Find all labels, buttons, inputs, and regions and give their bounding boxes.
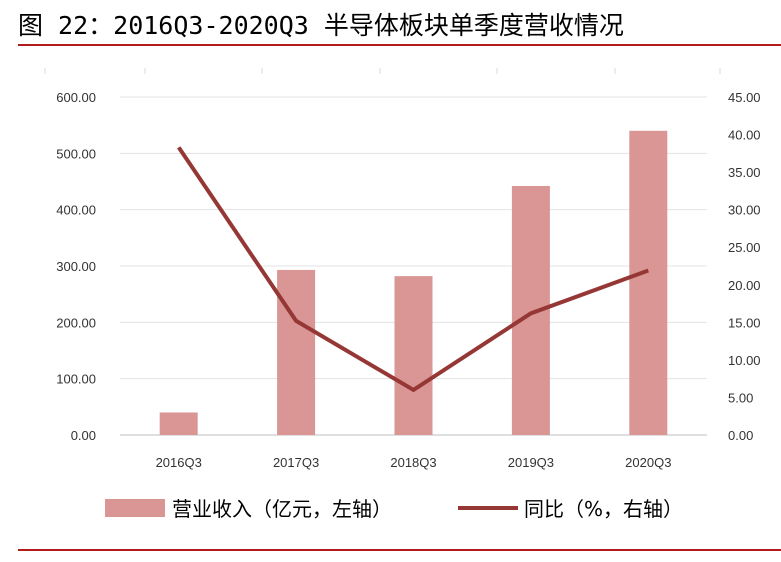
right-axis-tick-label: 10.00: [728, 353, 761, 368]
left-axis-tick-label: 0.00: [71, 428, 96, 443]
legend-label-revenue: 营业收入（亿元，左轴）: [172, 497, 392, 521]
x-axis-tick-label: 2017Q3: [273, 455, 319, 470]
x-axis-tick-label: 2018Q3: [390, 455, 436, 470]
x-axis-tick-label: 2020Q3: [625, 455, 671, 470]
left-axis-tick-label: 300.00: [56, 259, 96, 274]
right-axis-tick-label: 40.00: [728, 128, 761, 143]
right-axis-tick-label: 25.00: [728, 240, 761, 255]
x-axis-tick-label: 2016Q3: [156, 455, 202, 470]
bar-revenue: [394, 276, 433, 435]
left-axis-tick-label: 500.00: [56, 146, 96, 161]
right-axis-tick-label: 15.00: [728, 315, 761, 330]
legend-label-yoy: 同比（%，右轴）: [524, 497, 683, 521]
right-axis-tick-label: 0.00: [728, 428, 753, 443]
bar-revenue: [159, 412, 198, 435]
right-axis-tick-label: 20.00: [728, 278, 761, 293]
bar-revenue: [629, 130, 668, 436]
right-axis-tick-label: 35.00: [728, 165, 761, 180]
footer-rule: [18, 549, 781, 551]
right-axis-tick-label: 30.00: [728, 203, 761, 218]
line-yoy: [177, 146, 649, 393]
left-axis-tick-label: 200.00: [56, 315, 96, 330]
right-axis-tick-label: 5.00: [728, 390, 753, 405]
x-axis-tick-label: 2019Q3: [508, 455, 554, 470]
right-axis-tick-label: 45.00: [728, 90, 761, 105]
left-axis-tick-label: 400.00: [56, 203, 96, 218]
legend-swatch-revenue: [105, 499, 165, 517]
left-axis-tick-label: 100.00: [56, 372, 96, 387]
bar-revenue: [277, 269, 316, 435]
chart-title: 图 22：2016Q3-2020Q3 半导体板块单季度营收情况: [18, 11, 624, 40]
title-rule: [18, 44, 781, 46]
left-axis-tick-label: 600.00: [56, 90, 96, 105]
